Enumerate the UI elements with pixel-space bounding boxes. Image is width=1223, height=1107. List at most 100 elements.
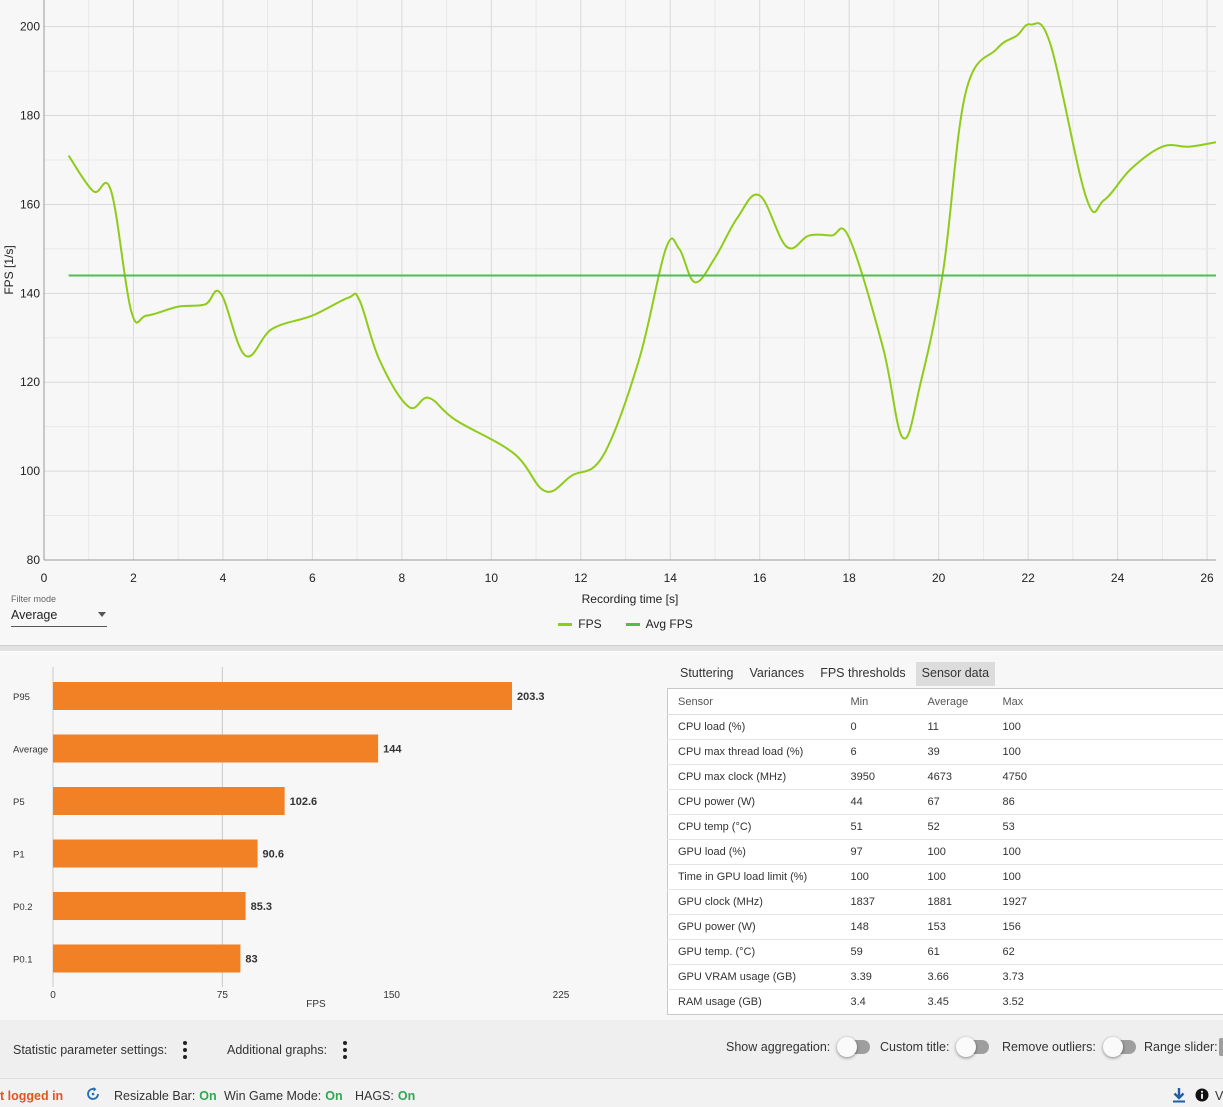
bar-p1[interactable] (53, 839, 258, 868)
tab-sensor-data[interactable]: Sensor data (915, 662, 996, 686)
cell-average: 52 (917, 814, 993, 840)
sensor-data-table: Sensor Min Average Max CPU load (%) 0 11 10… (667, 688, 1223, 1015)
cell-sensor: GPU temp. (°C) (667, 939, 841, 965)
cell-min: 3.4 (850, 996, 866, 1008)
y-tick-label: 140 (20, 286, 40, 300)
filter-mode-label: Filter mode (11, 594, 57, 604)
remove-outliers-toggle[interactable] (1102, 1037, 1136, 1057)
bar-value-label: 144 (383, 744, 402, 756)
tab-stuttering[interactable]: Stuttering (680, 666, 734, 680)
cell-max: 100 (992, 714, 1223, 740)
chevron-down-icon (98, 612, 106, 617)
table-row[interactable]: CPU temp (°C) 51 52 53 (667, 814, 1223, 840)
legend-item-avg-fps[interactable]: Avg FPS (625, 617, 693, 631)
table-row[interactable]: GPU load (%) 97 100 100 (667, 839, 1223, 865)
status-bar: t logged in Resizable Bar: On Win Game Mo… (0, 1078, 1223, 1107)
table-row[interactable]: CPU max thread load (%) 6 39 100 (667, 739, 1223, 765)
y-tick-label: 200 (20, 20, 40, 34)
cell-min: 6 (840, 739, 918, 765)
x-tick-label: 24 (1111, 571, 1125, 585)
bar-value-label: 85.3 (251, 901, 272, 913)
download-icon[interactable] (1172, 1087, 1186, 1106)
kebab-menu-icon[interactable] (177, 1041, 193, 1059)
bar-value-label: 203.3 (517, 691, 545, 703)
tab-fps-thresholds[interactable]: FPS thresholds (820, 666, 906, 680)
bar-p0-1[interactable] (53, 944, 241, 973)
chart-tick-labels: 0 2 4 6 8 10 12 14 16 18 20 22 24 2680100120140160180… (20, 20, 1214, 585)
show-aggregation: Show aggregation: (726, 1037, 871, 1057)
cell-max: 100 (992, 739, 1223, 765)
table-row[interactable]: CPU power (W) 44 67 86 (667, 789, 1223, 815)
win-game-mode-value: On (325, 1089, 343, 1103)
column-header-average[interactable]: Average (917, 688, 993, 715)
bar-p0-2[interactable] (53, 892, 246, 920)
fps-percentile-bar-chart: 0 75 150 225 P95 203.3 Average 144 P5 102.6 P1 90.… (13, 667, 570, 1010)
cell-average: 4673 (917, 764, 993, 790)
cell-average: 39 (917, 739, 993, 765)
table-row[interactable]: CPU load (%) 0 11 100 (667, 714, 1223, 740)
additional-graphs-label: Additional graphs: (227, 1043, 328, 1057)
bar-p5[interactable] (53, 787, 285, 815)
stats-tab-bar: Stuttering Variances FPS thresholds Sens… (674, 662, 999, 686)
table-row[interactable]: GPU VRAM usage (GB) 3.39 3.66 3.73 (667, 964, 1223, 990)
hags-value: On (397, 1089, 416, 1103)
range-slider-toggle[interactable] (1219, 1038, 1223, 1056)
legend-label-avg-fps: Avg FPS (645, 617, 693, 631)
tab-variances[interactable]: Variances (749, 666, 805, 680)
resizable-bar-label: Resizable Bar: (114, 1089, 196, 1103)
x-tick-label: 0 (41, 571, 48, 585)
x-tick-label: 10 (485, 571, 499, 585)
bar-p95[interactable] (53, 682, 513, 710)
column-header-max[interactable]: Max (992, 688, 1223, 715)
login-status[interactable]: t logged in (0, 1089, 64, 1103)
custom-title-toggle[interactable] (956, 1037, 990, 1057)
cell-min: 0 (840, 714, 918, 740)
fps-line-chart-panel: 0 2 4 6 8 10 12 14 16 18 20 22 24 26 80 100 120 140 160 180… (2, 0, 1217, 631)
cell-average: 3.45 (927, 996, 949, 1008)
column-header-min[interactable]: Min (840, 688, 918, 715)
column-header-sensor[interactable]: Sensor (667, 688, 841, 715)
cell-sensor: CPU power (W) (667, 789, 841, 815)
table-row[interactable]: GPU clock (MHz) 1837 1881 1927 (667, 889, 1223, 915)
legend-swatch-avg-fps (625, 622, 640, 626)
statistic-parameter-settings-label: Statistic parameter settings: (13, 1043, 168, 1057)
cell-sensor: Time in GPU load limit (%) (667, 864, 841, 890)
x-tick-label: 18 (843, 571, 857, 585)
filter-mode-select[interactable]: Average (11, 608, 107, 627)
table-row[interactable]: Time in GPU load limit (%) 100 100 100 (667, 864, 1223, 890)
y-tick-label: 180 (20, 109, 40, 123)
bar-value-label: 83 (245, 954, 257, 966)
bar-category-label: P1 (13, 850, 25, 861)
kebab-menu-icon[interactable] (337, 1041, 353, 1059)
cell-sensor: CPU temp (°C) (667, 814, 841, 840)
cell-sensor: GPU clock (MHz) (667, 889, 841, 915)
fps-series-line[interactable] (67, 22, 1217, 493)
fps-line-chart: 0 2 4 6 8 10 12 14 16 18 20 22 24 2680100120140160180… (2, 0, 1217, 606)
x-tick-label: 12 (574, 571, 588, 585)
bar-x-tick-label: 0 (50, 990, 56, 1001)
info-icon[interactable] (1195, 1088, 1209, 1105)
table-row[interactable]: CPU max clock (MHz) 3950 4673 4750 (667, 764, 1223, 790)
bar-chart-bars: P95 203.3 Average 144 P5 102.6 P1 90.6 P0.2 85.3 P… (13, 682, 545, 973)
x-tick-label: 16 (753, 571, 767, 585)
filter-mode-dropdown[interactable]: Filter mode Average (11, 594, 107, 627)
bar-average[interactable] (53, 734, 379, 763)
statistic-parameter-settings: Statistic parameter settings: (13, 1041, 193, 1059)
table-row[interactable]: GPU power (W) 148 153 156 (667, 914, 1223, 940)
cell-sensor: GPU load (%) (667, 839, 841, 865)
cell-sensor: CPU max thread load (%) (667, 739, 841, 765)
cell-max: 53 (992, 814, 1223, 840)
cell-max: 100 (992, 839, 1223, 865)
win-game-mode-label: Win Game Mode: (224, 1089, 322, 1103)
table-row[interactable]: GPU temp. (°C) 59 61 62 (667, 939, 1223, 965)
legend-item-fps[interactable]: FPS (558, 617, 602, 631)
cell-min: 3.39 (840, 964, 918, 990)
show-aggregation-toggle[interactable] (837, 1037, 871, 1057)
y-tick-label: 80 (27, 553, 41, 567)
resizable-bar-value: On (199, 1089, 217, 1103)
chart-grid (43, 0, 1216, 561)
refresh-icon[interactable] (85, 1086, 101, 1105)
cell-average: 1881 (917, 889, 993, 915)
table-row[interactable]: RAM usage (GB) 3.4 3.45 3.52 (668, 990, 1223, 1015)
cell-sensor: GPU VRAM usage (GB) (667, 964, 841, 990)
